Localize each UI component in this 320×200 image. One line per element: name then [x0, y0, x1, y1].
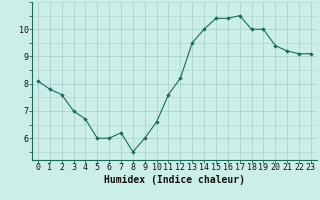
- X-axis label: Humidex (Indice chaleur): Humidex (Indice chaleur): [104, 175, 245, 185]
